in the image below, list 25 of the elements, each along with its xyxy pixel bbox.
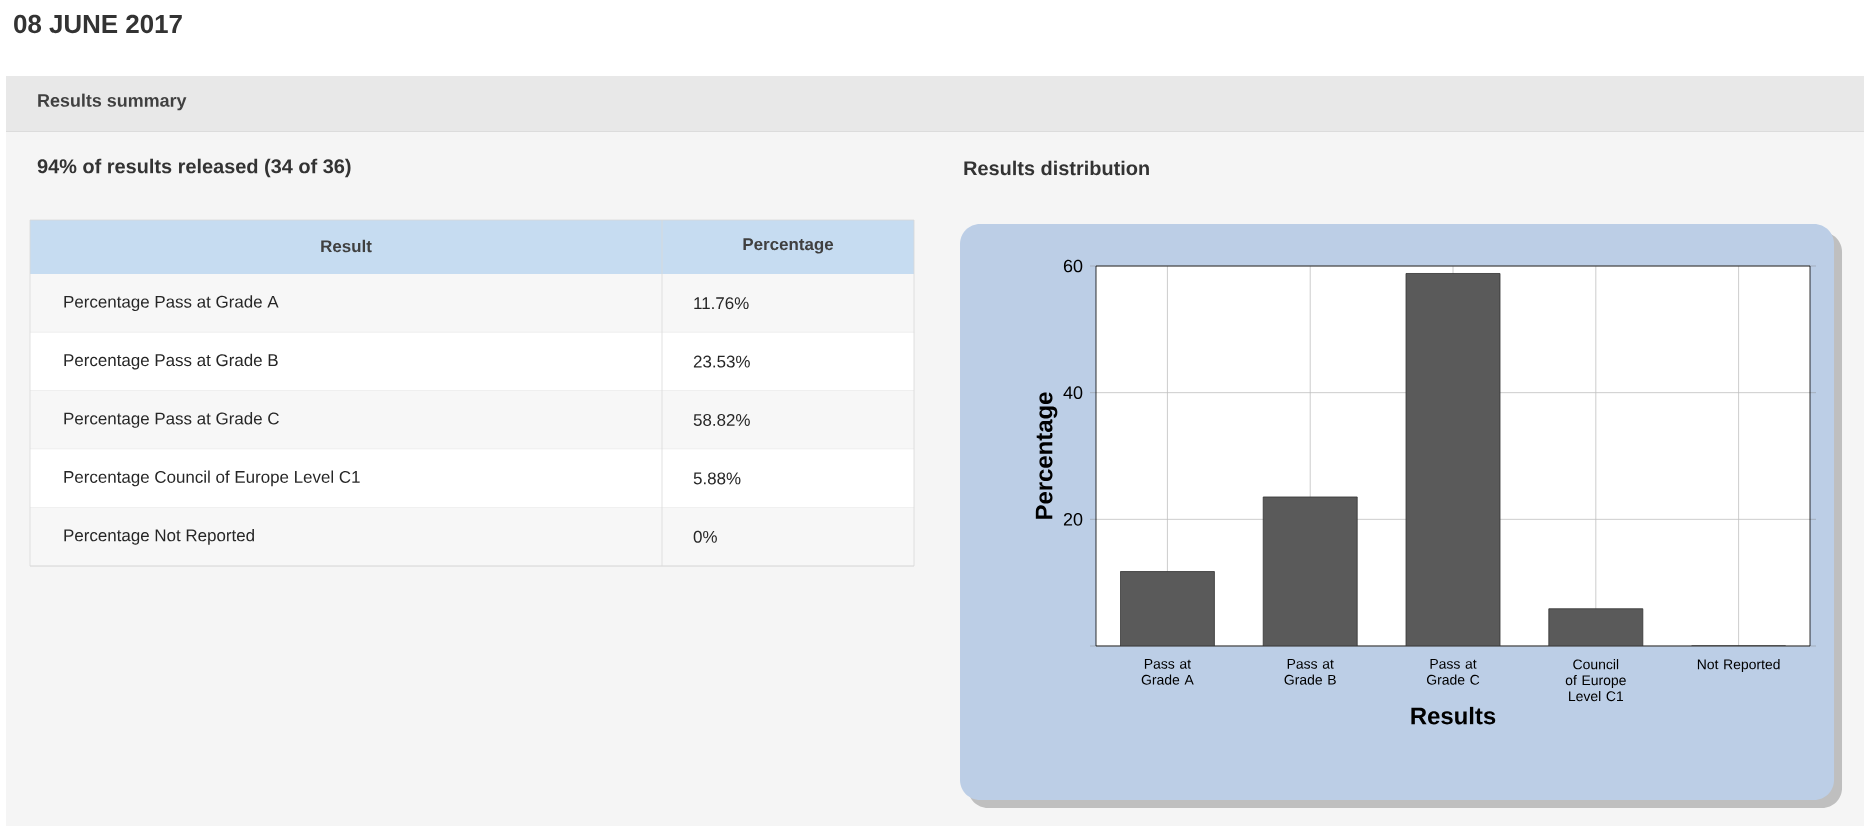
text: 0% [693,530,717,543]
bar [1548,608,1643,646]
text: Results summary [38,93,187,111]
text: Results distribution [964,160,1149,176]
text: Percentage Pass at Grade A [64,295,279,312]
text: 23.53% [693,355,750,368]
y-axis-title: Percentage [1035,392,1058,519]
text: Percentage Pass at Grade B [64,353,278,370]
y-tick-label: 60 [1063,259,1083,273]
x-axis-title: Results [1411,706,1496,725]
text: Percentage Pass at Grade C [64,412,279,428]
text: 5.88% [693,472,741,485]
text: 08 JUNE 2017 [14,14,182,34]
bar [1262,496,1358,646]
text: Percentage Not Reported [64,528,254,545]
text: Percentage Council of Europe Level C1 [64,470,360,487]
text: Percentage [743,238,834,254]
text: 94% of results released (34 of 36) [37,158,351,178]
bar [1405,273,1501,646]
y-tick-label: 40 [1063,386,1083,400]
text: 58.82% [693,414,750,426]
bar [1120,571,1215,646]
text: 11.76% [694,297,749,310]
y-tick-label: 20 [1063,512,1083,526]
text: Result [321,239,372,253]
